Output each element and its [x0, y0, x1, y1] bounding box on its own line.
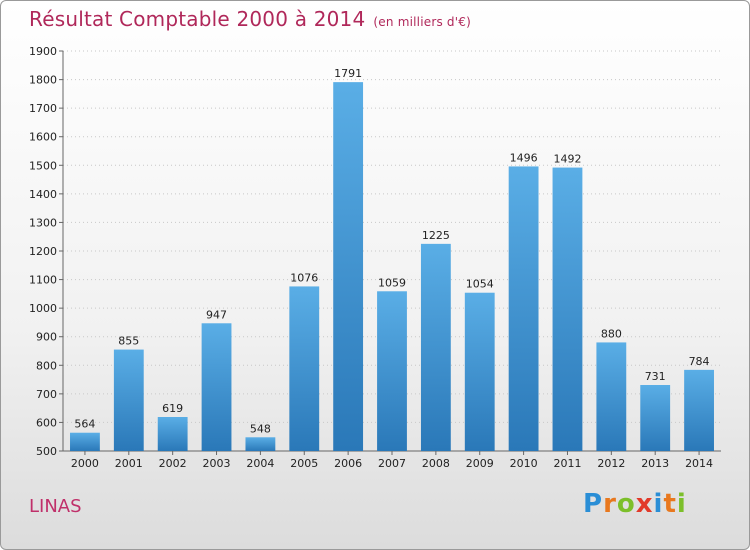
data-label-2012: 880 — [601, 327, 622, 340]
x-tick-label: 2007 — [378, 457, 406, 470]
bar-2002 — [157, 417, 188, 451]
data-label-2010: 1496 — [510, 151, 538, 164]
data-label-2001: 855 — [118, 335, 139, 348]
chart-title-text: Résultat Comptable 2000 à 2014 — [29, 7, 366, 31]
data-label-2009: 1054 — [466, 278, 494, 291]
y-tick-label: 1200 — [29, 245, 57, 258]
data-label-2014: 784 — [689, 355, 710, 368]
y-tick-label: 700 — [36, 388, 57, 401]
bar-2000 — [70, 432, 100, 451]
x-tick-label: 2012 — [597, 457, 625, 470]
x-tick-label: 2006 — [334, 457, 362, 470]
data-label-2004: 548 — [250, 422, 271, 435]
data-label-2005: 1076 — [290, 271, 318, 284]
data-label-2011: 1492 — [553, 153, 581, 166]
bar-2011 — [552, 167, 583, 452]
bar-2009 — [464, 292, 495, 451]
x-tick-label: 2009 — [466, 457, 494, 470]
chart-title: Résultat Comptable 2000 à 2014 (en millie… — [29, 7, 471, 31]
bar-2012 — [596, 342, 627, 451]
x-tick-label: 2008 — [422, 457, 450, 470]
x-tick-label: 2002 — [159, 457, 187, 470]
y-tick-label: 1500 — [29, 159, 57, 172]
x-tick-label: 2011 — [553, 457, 581, 470]
y-tick-label: 500 — [36, 445, 57, 458]
bar-2007 — [377, 291, 407, 451]
bar-2014 — [684, 369, 714, 451]
bar-2013 — [640, 385, 671, 451]
y-tick-label: 900 — [36, 331, 57, 344]
x-tick-label: 2001 — [115, 457, 143, 470]
y-tick-label: 1100 — [29, 274, 57, 287]
bar-2006 — [333, 82, 364, 452]
y-tick-label: 1300 — [29, 216, 57, 229]
bar-2010 — [508, 166, 539, 451]
data-label-2007: 1059 — [378, 276, 406, 289]
y-tick-label: 1400 — [29, 188, 57, 201]
bar-2001 — [113, 349, 144, 451]
y-tick-label: 1900 — [29, 45, 57, 58]
x-tick-label: 2010 — [510, 457, 538, 470]
x-tick-label: 2000 — [71, 457, 99, 470]
bar-2008 — [420, 243, 451, 451]
bar-2004 — [245, 437, 276, 451]
x-tick-label: 2005 — [290, 457, 318, 470]
x-tick-label: 2004 — [246, 457, 274, 470]
y-tick-label: 600 — [36, 416, 57, 429]
bar-2005 — [289, 286, 320, 451]
bar-2003 — [201, 323, 232, 451]
x-tick-label: 2003 — [203, 457, 231, 470]
data-label-2013: 731 — [645, 370, 666, 383]
data-label-2002: 619 — [162, 402, 183, 415]
y-tick-label: 1800 — [29, 74, 57, 87]
data-label-2006: 1791 — [334, 67, 362, 80]
commune-name: LINAS — [29, 496, 82, 517]
x-tick-label: 2014 — [685, 457, 713, 470]
y-tick-label: 1600 — [29, 131, 57, 144]
data-label-2008: 1225 — [422, 229, 450, 242]
chart-unit: (en milliers d'€) — [373, 15, 471, 29]
data-label-2000: 564 — [74, 418, 95, 431]
y-tick-label: 1000 — [29, 302, 57, 315]
y-tick-label: 1700 — [29, 102, 57, 115]
proxiti-logo: Proxiti — [583, 489, 687, 519]
x-tick-label: 2013 — [641, 457, 669, 470]
y-tick-label: 800 — [36, 359, 57, 372]
data-label-2003: 947 — [206, 308, 227, 321]
